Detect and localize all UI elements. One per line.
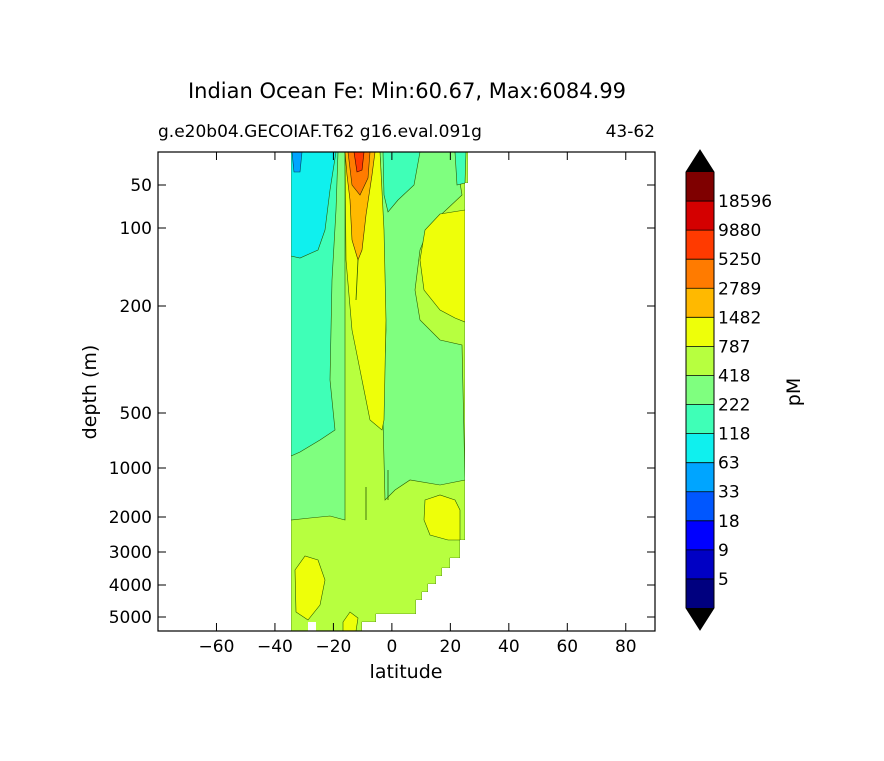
plot-frame bbox=[157, 151, 656, 632]
colorbar-outline bbox=[685, 149, 715, 631]
x-axis: −60 −40 −20 0 20 40 60 80 bbox=[199, 152, 637, 657]
colorbar-tick-label: 18 bbox=[718, 512, 740, 532]
colorbar-over-arrow bbox=[686, 150, 714, 172]
colorbar-swatch bbox=[686, 288, 714, 318]
colorbar-swatch bbox=[686, 462, 714, 492]
band-yellow-5 bbox=[342, 611, 359, 631]
band-red bbox=[353, 152, 365, 173]
colorbar-swatch bbox=[686, 230, 714, 260]
y-tick-label: 2000 bbox=[109, 508, 152, 528]
colorbar-tick-label: 787 bbox=[718, 337, 750, 357]
y-tick-label: 5000 bbox=[109, 608, 152, 628]
colorbar-swatch bbox=[686, 375, 714, 405]
x-tick-label: −60 bbox=[199, 637, 235, 657]
x-tick-label: 80 bbox=[615, 637, 637, 657]
colorbar-tick-label: 222 bbox=[718, 396, 750, 416]
y-tick-label: 50 bbox=[130, 176, 152, 196]
colorbar-swatch bbox=[686, 520, 714, 550]
colorbar-tick-label: 1482 bbox=[718, 308, 761, 328]
contour-field bbox=[158, 152, 655, 631]
land-mask-bottom bbox=[362, 183, 468, 631]
y-tick-label: 100 bbox=[120, 219, 152, 239]
colorbar-swatch bbox=[686, 201, 714, 231]
colorbar-tick-label: 5 bbox=[718, 570, 729, 590]
band-deep-sky-blue bbox=[291, 152, 303, 173]
band-yellow-3 bbox=[423, 494, 461, 541]
chart-subtitle-left: g.e20b04.GECOIAF.T62 g16.eval.091g bbox=[158, 122, 482, 142]
colorbar-tick-label: 9880 bbox=[718, 221, 761, 241]
colorbar-tick-label: 5250 bbox=[718, 250, 761, 270]
colorbar: 5 9 18 33 63 118 222 418 787 1482 2789 5250 9880 1859… bbox=[685, 149, 772, 631]
colorbar-swatch bbox=[686, 549, 714, 579]
y-axis: 50 100 200 500 1000 2000 3000 4000 5000 bbox=[109, 176, 655, 628]
colorbar-under-arrow bbox=[686, 608, 714, 630]
colorbar-tick-label: 18596 bbox=[718, 192, 772, 212]
colorbar-tick-label: 418 bbox=[718, 366, 750, 386]
band-aquamarine-3 bbox=[454, 152, 467, 186]
thin-contour-line bbox=[355, 259, 389, 520]
colorbar-swatch bbox=[686, 346, 714, 376]
y-tick-label: 4000 bbox=[109, 576, 152, 596]
y-tick-label: 3000 bbox=[109, 543, 152, 563]
colorbar-swatch bbox=[686, 578, 714, 608]
band-aquamarine-2 bbox=[382, 152, 421, 213]
colorbar-swatch bbox=[686, 259, 714, 289]
colorbar-tick-label: 2789 bbox=[718, 279, 761, 299]
colorbar-tick-label: 9 bbox=[718, 541, 729, 561]
land-mask-right bbox=[468, 152, 655, 631]
y-tick-label: 200 bbox=[120, 297, 152, 317]
land-mask-left bbox=[158, 152, 291, 631]
x-tick-label: 20 bbox=[440, 637, 462, 657]
x-tick-label: 40 bbox=[498, 637, 520, 657]
x-tick-label: −40 bbox=[257, 637, 293, 657]
x-tick-label: −20 bbox=[315, 637, 351, 657]
colorbar-swatch bbox=[686, 172, 714, 202]
colorbar-tick-label: 118 bbox=[718, 425, 750, 445]
land-gap bbox=[308, 622, 316, 631]
band-yellow-4 bbox=[294, 555, 326, 621]
chart-subtitle-right: 43-62 bbox=[606, 122, 655, 142]
chart-title: Indian Ocean Fe: Min:60.67, Max:6084.99 bbox=[188, 79, 626, 103]
colorbar-label: pM bbox=[783, 378, 805, 406]
band-dark-orange bbox=[347, 152, 371, 196]
colorbar-tick-label: 33 bbox=[718, 483, 740, 503]
y-axis-label: depth (m) bbox=[79, 345, 101, 440]
y-tick-label: 500 bbox=[120, 404, 152, 424]
colorbar-tick-label: 63 bbox=[718, 454, 740, 474]
colorbar-swatch bbox=[686, 491, 714, 521]
x-axis-label: latitude bbox=[370, 661, 443, 683]
y-tick-label: 1000 bbox=[109, 459, 152, 479]
x-tick-label: 0 bbox=[386, 637, 397, 657]
band-yellow-2 bbox=[419, 209, 466, 323]
colorbar-swatch bbox=[686, 433, 714, 463]
colorbar-swatch bbox=[686, 317, 714, 347]
band-cyan bbox=[290, 152, 337, 259]
colorbar-swatch bbox=[686, 404, 714, 434]
x-tick-label: 60 bbox=[556, 637, 578, 657]
